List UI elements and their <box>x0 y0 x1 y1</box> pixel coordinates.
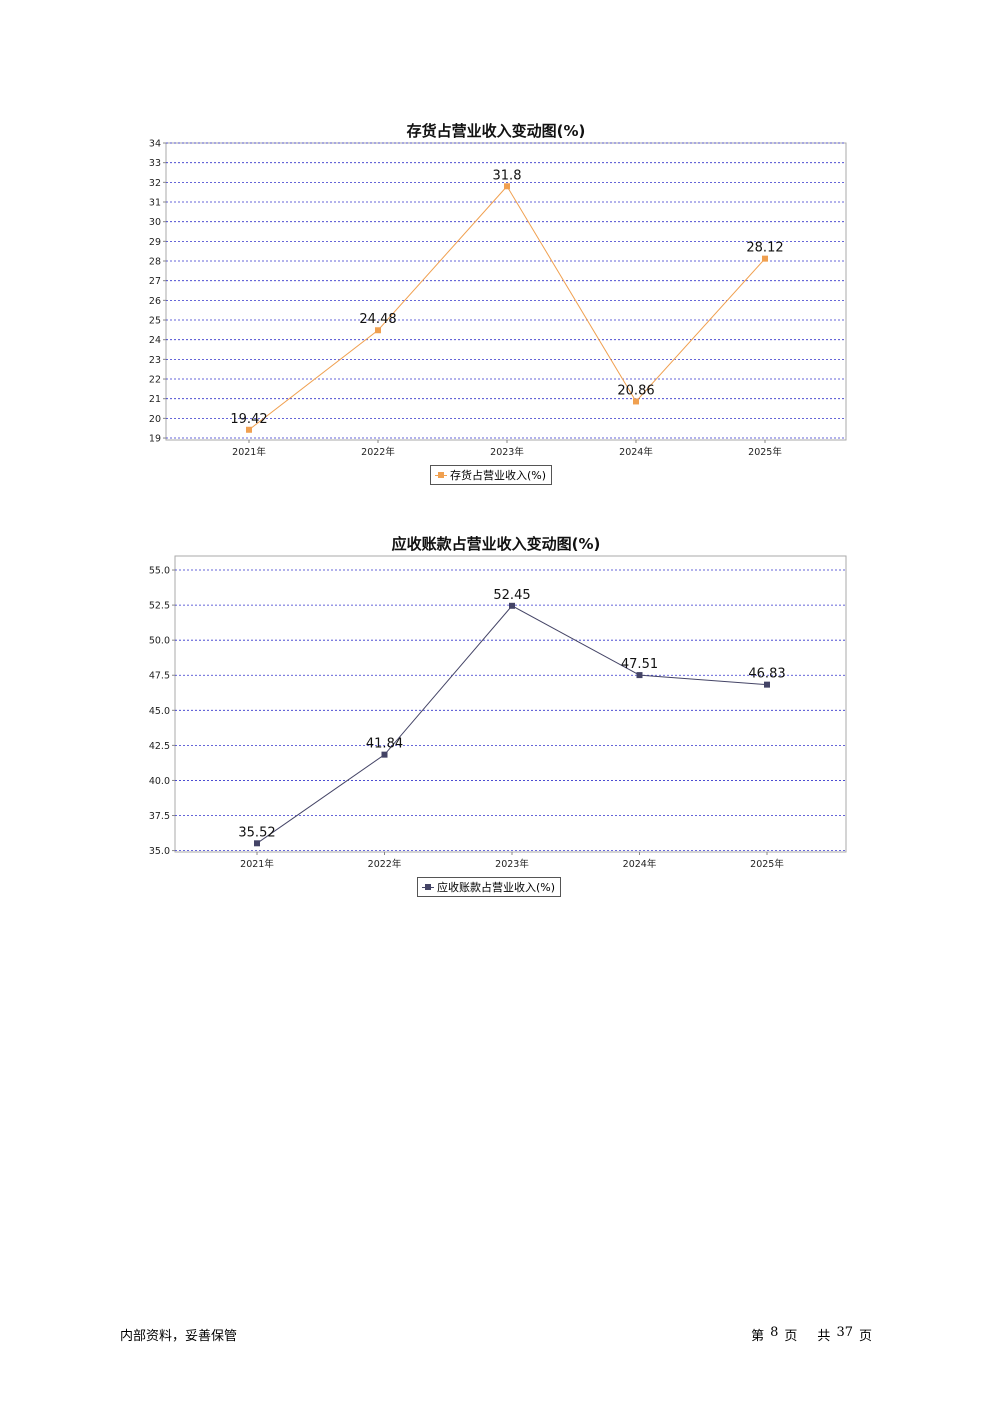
y-tick-label: 26 <box>149 296 161 307</box>
data-point <box>375 327 381 334</box>
x-tick-label: 2023年 <box>490 446 524 458</box>
y-tick-label: 37.5 <box>149 811 170 822</box>
y-tick-label: 21 <box>149 394 161 405</box>
x-tick-label: 2021年 <box>240 858 274 870</box>
x-tick-label: 2023年 <box>495 858 529 870</box>
y-tick-label: 23 <box>149 355 161 366</box>
y-tick-label: 31 <box>149 198 161 209</box>
y-tick-label: 19 <box>149 434 161 445</box>
y-tick-label: 33 <box>149 158 161 169</box>
chart-legend: 应收账款占营业收入(%) <box>417 877 562 897</box>
data-point <box>504 183 510 190</box>
data-label: 35.52 <box>238 825 275 840</box>
data-point <box>246 426 252 433</box>
data-point <box>764 681 770 688</box>
data-label: 41.84 <box>366 737 403 752</box>
page-number: 8 <box>770 1325 779 1340</box>
x-tick-label: 2024年 <box>619 446 653 458</box>
chart-legend: 存货占营业收入(%) <box>430 465 553 485</box>
legend-label: 应收账款占营业收入(%) <box>437 881 556 894</box>
data-label: 20.86 <box>617 383 654 398</box>
footer-page-info: 第 8 页 共 37 页 <box>751 1325 872 1344</box>
data-label: 24.48 <box>359 312 396 327</box>
data-point <box>636 672 643 679</box>
y-tick-label: 24 <box>149 335 161 346</box>
page-prefix: 第 <box>751 1329 765 1344</box>
x-tick-label: 2022年 <box>368 858 402 870</box>
y-tick-label: 45.0 <box>149 706 170 717</box>
x-tick-label: 2025年 <box>748 446 782 458</box>
legend-marker-icon <box>422 883 434 892</box>
chart-receivables-plot: 35.0 37.5 40.0 42.5 45.0 47.5 50.0 52.5 55.0 2021… <box>149 555 847 870</box>
chart-title: 存货占营业收入变动图(%) <box>406 122 586 140</box>
chart-inventory-plot: 19 20 21 22 23 24 25 26 27 28 29 30 31 32 33 34 2021年 202… <box>149 139 847 458</box>
y-tick-label: 42.5 <box>149 741 170 752</box>
y-tick-label: 30 <box>149 217 161 228</box>
y-tick-label: 40.0 <box>149 776 170 787</box>
total-pages: 37 <box>836 1325 853 1340</box>
data-point <box>254 840 260 847</box>
total-prefix: 共 <box>817 1329 831 1344</box>
y-tick-label: 28 <box>149 257 161 268</box>
x-tick-label: 2024年 <box>623 858 657 870</box>
y-tick-label: 35.0 <box>149 846 170 857</box>
y-tick-label: 22 <box>149 375 161 386</box>
y-tick-label: 29 <box>149 237 161 248</box>
data-label: 19.42 <box>230 412 267 427</box>
page-suffix: 页 <box>784 1329 798 1344</box>
y-tick-label: 55.0 <box>149 566 170 577</box>
y-tick-label: 52.5 <box>149 601 170 612</box>
total-suffix: 页 <box>858 1329 872 1344</box>
y-tick-label: 50.0 <box>149 636 170 647</box>
x-tick-label: 2022年 <box>361 446 395 458</box>
data-point <box>762 255 768 262</box>
y-tick-label: 32 <box>149 178 161 189</box>
data-point <box>633 398 639 405</box>
y-tick-label: 34 <box>149 139 161 150</box>
data-label: 52.45 <box>493 588 530 603</box>
plot-area <box>165 142 847 441</box>
y-tick-label: 25 <box>149 316 161 327</box>
data-label: 31.8 <box>493 168 522 183</box>
data-point <box>381 751 388 758</box>
data-point <box>509 602 515 609</box>
legend-marker-icon <box>435 471 447 480</box>
data-label: 28.12 <box>746 241 783 256</box>
y-tick-label: 20 <box>149 414 161 425</box>
data-label: 46.83 <box>748 667 785 682</box>
data-label: 47.51 <box>621 657 658 672</box>
x-tick-label: 2025年 <box>750 858 784 870</box>
chart-title: 应收账款占营业收入变动图(%) <box>391 535 601 553</box>
footer-confidential: 内部资料，妥善保管 <box>120 1329 238 1344</box>
legend-label: 存货占营业收入(%) <box>450 469 547 482</box>
y-tick-label: 47.5 <box>149 671 170 682</box>
x-tick-label: 2021年 <box>232 446 266 458</box>
y-tick-label: 27 <box>149 276 161 287</box>
